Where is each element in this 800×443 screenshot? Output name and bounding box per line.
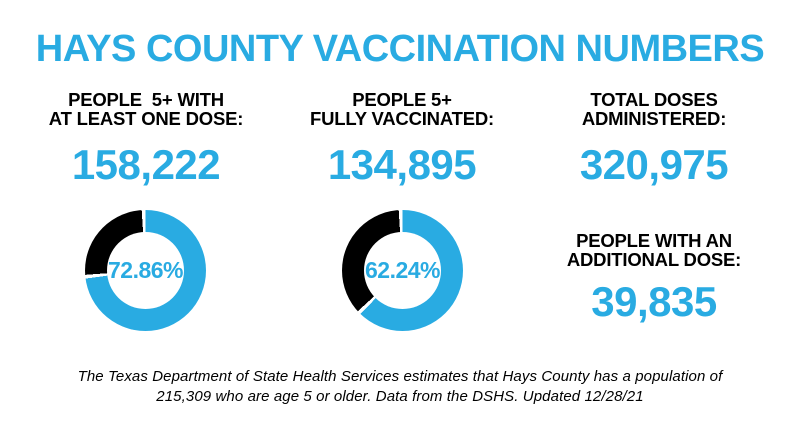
stat-label-line2: FULLY VACCINATED: bbox=[309, 108, 494, 129]
stat-additional-dose: PEOPLE WITH AN ADDITIONAL DOSE: 39,835 bbox=[514, 231, 794, 326]
stat-additional-dose-label: PEOPLE WITH AN ADDITIONAL DOSE: bbox=[514, 231, 794, 269]
stat-label-line1: TOTAL DOSES bbox=[590, 89, 718, 110]
stat-label-line1: PEOPLE 5+ bbox=[352, 89, 452, 110]
donut-hole: 62.24% bbox=[364, 232, 441, 309]
stat-label-line2: ADDITIONAL DOSE: bbox=[566, 249, 742, 270]
stat-fully-vaccinated-label: PEOPLE 5+ FULLY VACCINATED: bbox=[262, 90, 542, 128]
stat-label-line2: AT LEAST ONE DOSE: bbox=[48, 108, 244, 129]
footer-line1: The Texas Department of State Health Ser… bbox=[77, 368, 723, 385]
stat-fully-vaccinated: PEOPLE 5+ FULLY VACCINATED: 134,895 bbox=[262, 90, 542, 189]
stat-total-doses: TOTAL DOSES ADMINISTERED: 320,975 bbox=[514, 90, 794, 189]
stat-fully-vaccinated-value: 134,895 bbox=[327, 141, 477, 188]
stat-at-least-one-dose-label: PEOPLE 5+ WITH AT LEAST ONE DOSE: bbox=[6, 90, 286, 128]
stat-label-line2: ADMINISTERED: bbox=[581, 108, 727, 129]
page-title: HAYS COUNTY VACCINATION NUMBERS bbox=[35, 28, 765, 70]
stat-label-line1: PEOPLE WITH AN bbox=[576, 230, 732, 251]
donut-hole: 72.86% bbox=[107, 232, 184, 309]
donut-chart-at-least-one-dose: 72.86% bbox=[85, 210, 206, 331]
stat-label-line1: PEOPLE 5+ WITH bbox=[68, 89, 224, 110]
stat-at-least-one-dose: PEOPLE 5+ WITH AT LEAST ONE DOSE: 158,22… bbox=[6, 90, 286, 189]
donut-percentage-label: 72.86% bbox=[107, 257, 184, 283]
stat-at-least-one-dose-value: 158,222 bbox=[71, 141, 221, 188]
donut-chart-fully-vaccinated: 62.24% bbox=[342, 210, 463, 331]
stat-total-doses-label: TOTAL DOSES ADMINISTERED: bbox=[514, 90, 794, 128]
stat-total-doses-value: 320,975 bbox=[579, 141, 729, 188]
footer-note: The Texas Department of State Health Ser… bbox=[20, 367, 780, 407]
footer-line2: 215,309 who are age 5 or older. Data fro… bbox=[156, 388, 644, 405]
stat-additional-dose-value: 39,835 bbox=[591, 278, 717, 325]
donut-percentage-label: 62.24% bbox=[364, 257, 441, 283]
